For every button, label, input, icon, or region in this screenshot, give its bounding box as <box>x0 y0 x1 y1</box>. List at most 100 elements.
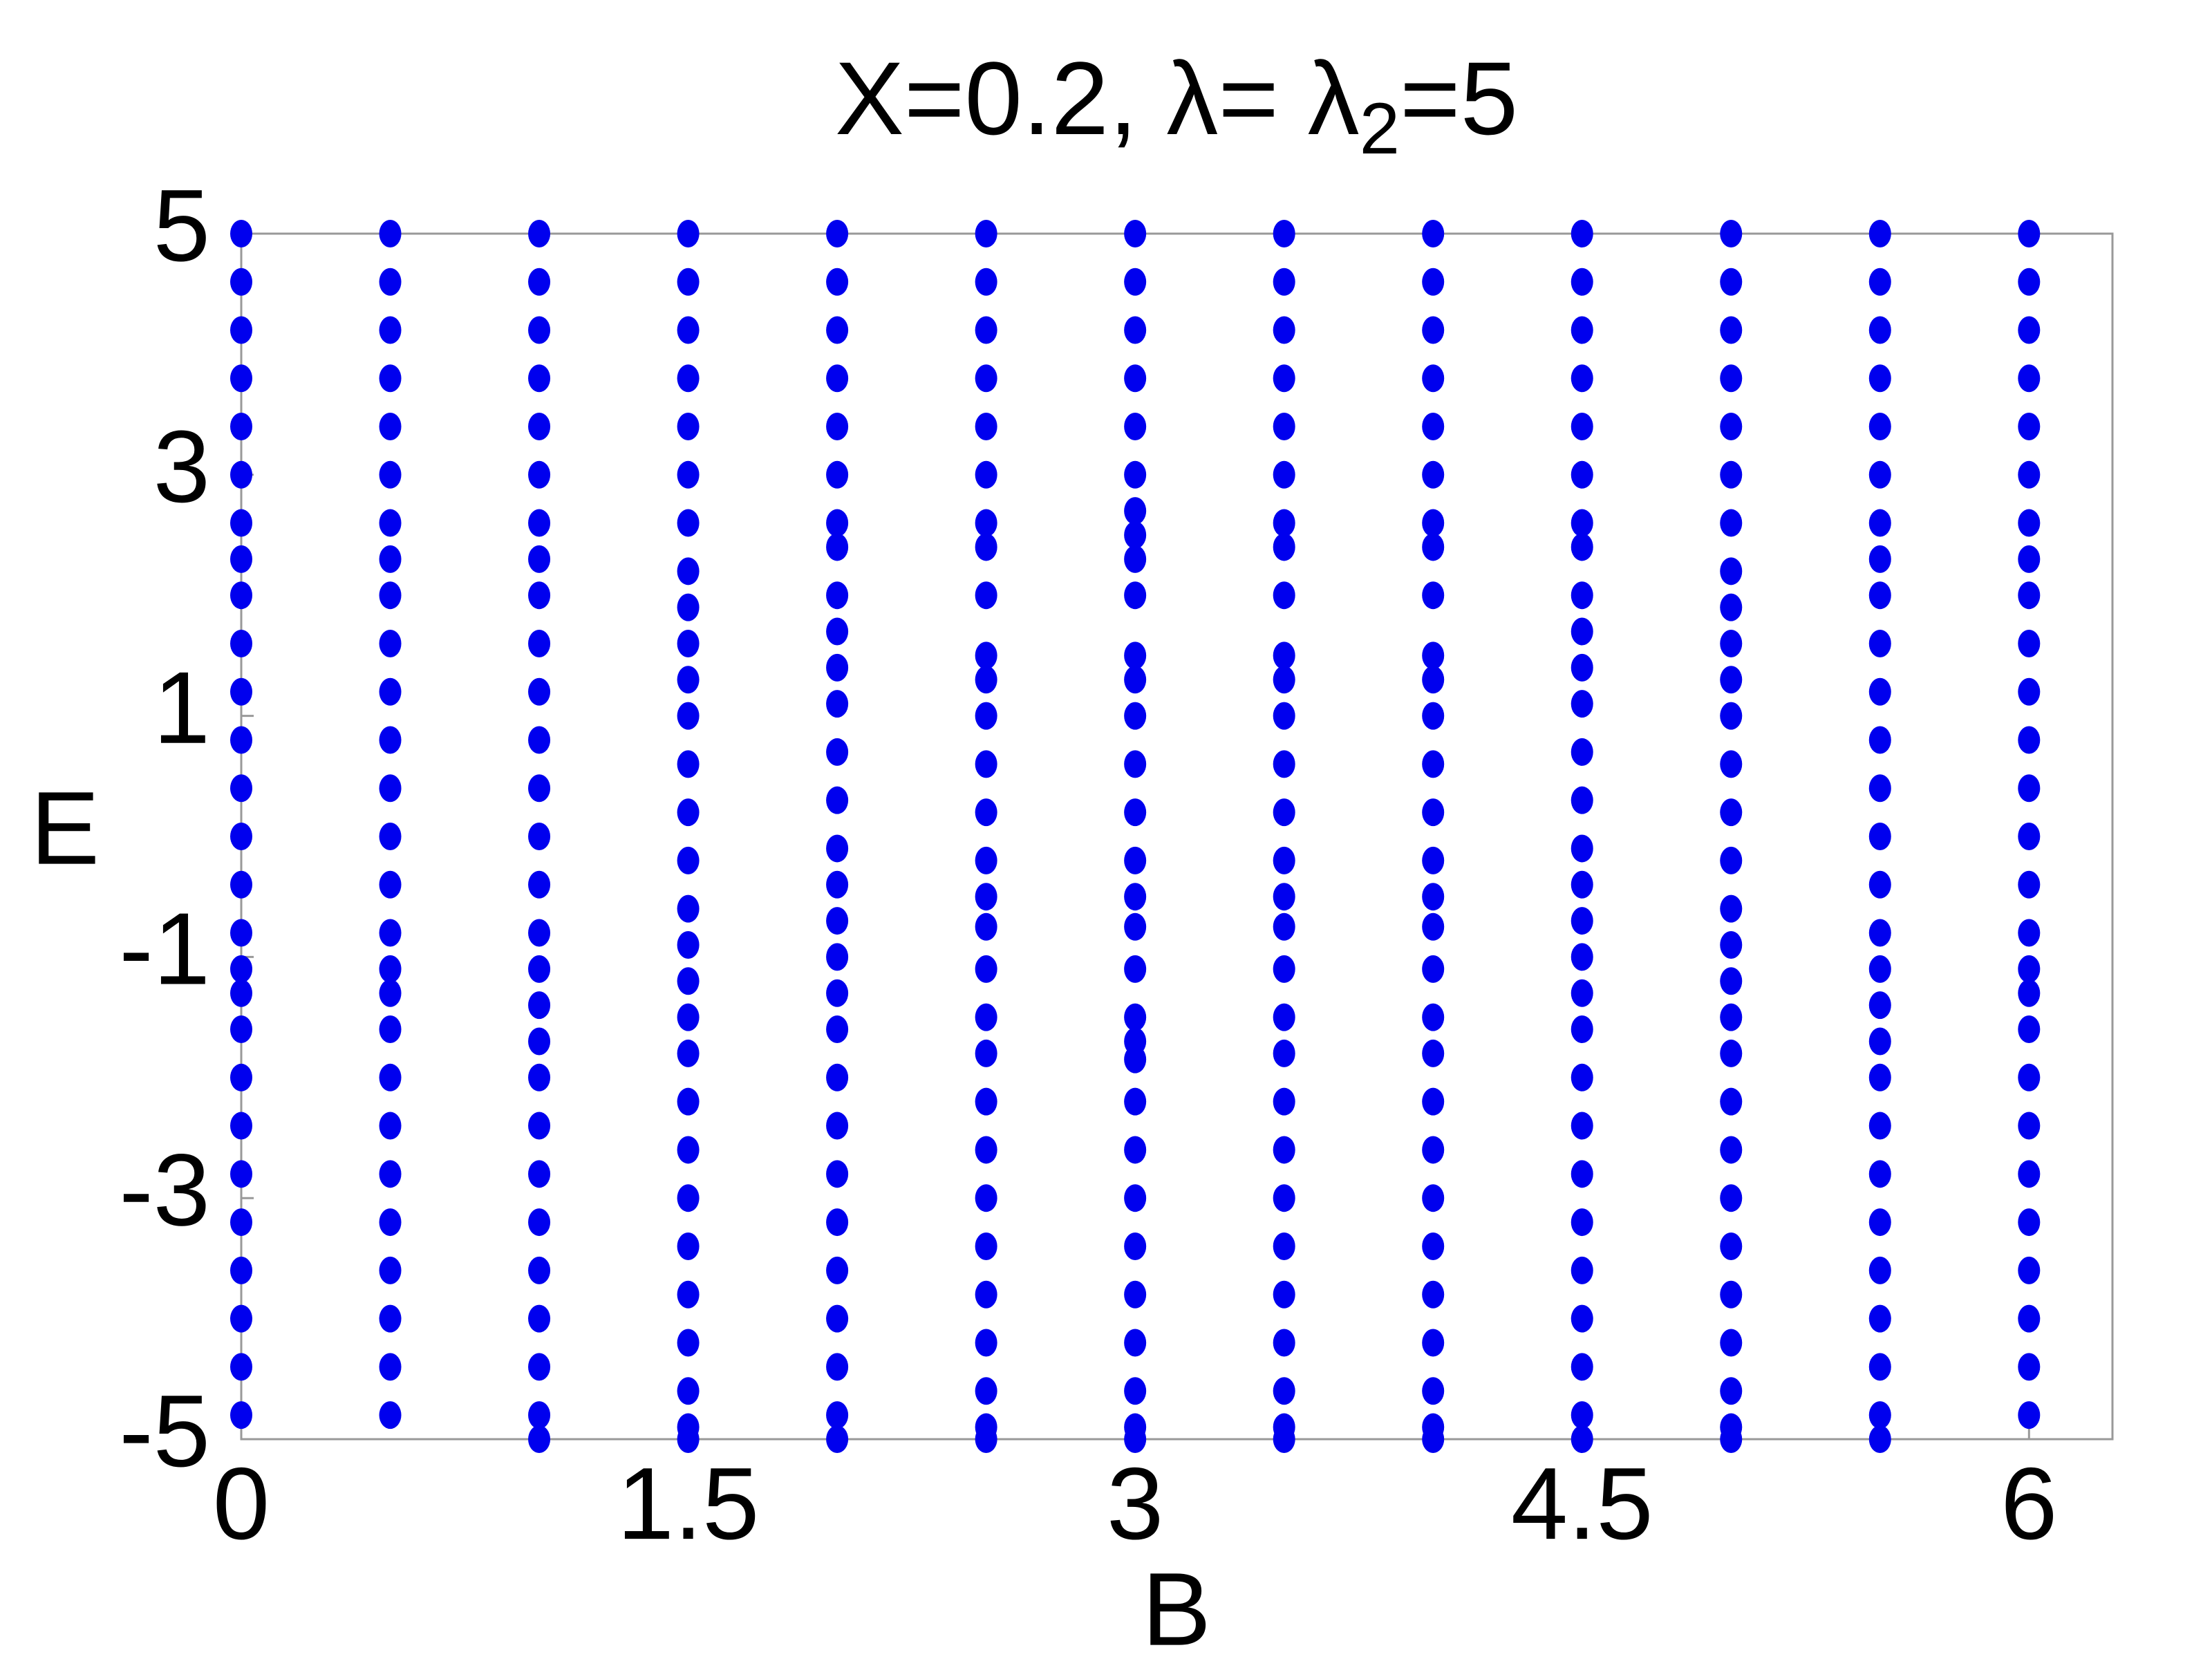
point <box>528 726 551 754</box>
point <box>1124 268 1147 296</box>
point <box>975 1136 997 1164</box>
point <box>1273 1280 1295 1309</box>
point <box>975 316 997 344</box>
point <box>1273 1425 1295 1453</box>
point <box>2018 1304 2041 1333</box>
point <box>1868 1256 1891 1284</box>
point <box>2018 509 2041 537</box>
point <box>1273 460 1295 489</box>
point <box>975 883 997 911</box>
point <box>1422 912 1445 941</box>
point <box>1868 1208 1891 1237</box>
point <box>1571 1063 1593 1091</box>
point <box>1571 617 1593 646</box>
y-tick-label: 3 <box>153 410 210 524</box>
point <box>975 1329 997 1357</box>
point <box>1422 581 1445 610</box>
point <box>1720 593 1743 621</box>
point <box>1422 509 1445 537</box>
point <box>1571 364 1593 393</box>
plot-frame <box>240 232 2114 1441</box>
point <box>1868 629 1891 657</box>
point <box>1571 1112 1593 1140</box>
point <box>1868 991 1891 1020</box>
point <box>677 1329 700 1357</box>
point <box>379 1353 402 1381</box>
point <box>1868 1425 1891 1453</box>
point <box>1124 912 1147 941</box>
point <box>677 268 700 296</box>
point <box>1720 1232 1743 1260</box>
y-tick-label: 1 <box>153 651 210 765</box>
point <box>528 1425 551 1453</box>
point <box>2018 220 2041 247</box>
point <box>1868 364 1891 393</box>
point <box>677 1039 700 1067</box>
point <box>677 1232 700 1260</box>
point <box>1868 1160 1891 1188</box>
point <box>1273 413 1295 441</box>
title-main: X=0.2, λ= λ <box>835 40 1360 156</box>
point <box>1422 702 1445 730</box>
point <box>1720 1425 1743 1453</box>
point <box>528 581 551 610</box>
y-tick-label: 5 <box>153 169 210 283</box>
point <box>528 509 551 537</box>
point <box>1720 220 1743 247</box>
point <box>1124 702 1147 730</box>
point <box>1868 1353 1891 1381</box>
point <box>677 1003 700 1031</box>
point <box>1571 690 1593 718</box>
point <box>379 919 402 947</box>
point <box>230 1304 252 1333</box>
point <box>975 1039 997 1067</box>
point <box>2018 268 2041 296</box>
point <box>1273 1184 1295 1212</box>
point <box>1868 919 1891 947</box>
point <box>826 1160 849 1188</box>
point <box>1422 1136 1445 1164</box>
point <box>1273 1039 1295 1067</box>
point <box>975 702 997 730</box>
point <box>1720 1087 1743 1116</box>
point <box>1571 316 1593 344</box>
point <box>826 268 849 296</box>
point <box>826 907 849 935</box>
point <box>230 677 252 706</box>
point <box>528 629 551 657</box>
point <box>1720 1003 1743 1031</box>
point <box>1868 955 1891 983</box>
point <box>1422 955 1445 983</box>
point <box>1124 1003 1147 1031</box>
point <box>1571 1208 1593 1237</box>
point <box>528 1027 551 1056</box>
point <box>1124 460 1147 489</box>
point <box>1720 930 1743 959</box>
point <box>1422 846 1445 874</box>
point <box>230 364 252 393</box>
point <box>1720 894 1743 923</box>
point <box>677 967 700 995</box>
point <box>1571 460 1593 489</box>
point <box>1571 1425 1593 1453</box>
point <box>1571 943 1593 971</box>
point <box>1124 413 1147 441</box>
point <box>975 1232 997 1260</box>
point <box>826 364 849 393</box>
point <box>1422 750 1445 778</box>
point <box>1571 653 1593 682</box>
point <box>1422 883 1445 911</box>
point <box>1720 268 1743 296</box>
point <box>1422 1425 1445 1453</box>
point <box>230 1353 252 1381</box>
point <box>826 581 849 610</box>
point <box>975 798 997 827</box>
point <box>975 1425 997 1453</box>
point <box>379 870 402 899</box>
point <box>1124 1280 1147 1309</box>
point <box>1720 1039 1743 1067</box>
point <box>826 979 849 1007</box>
point <box>1868 677 1891 706</box>
point <box>2018 1208 2041 1237</box>
point <box>230 629 252 657</box>
